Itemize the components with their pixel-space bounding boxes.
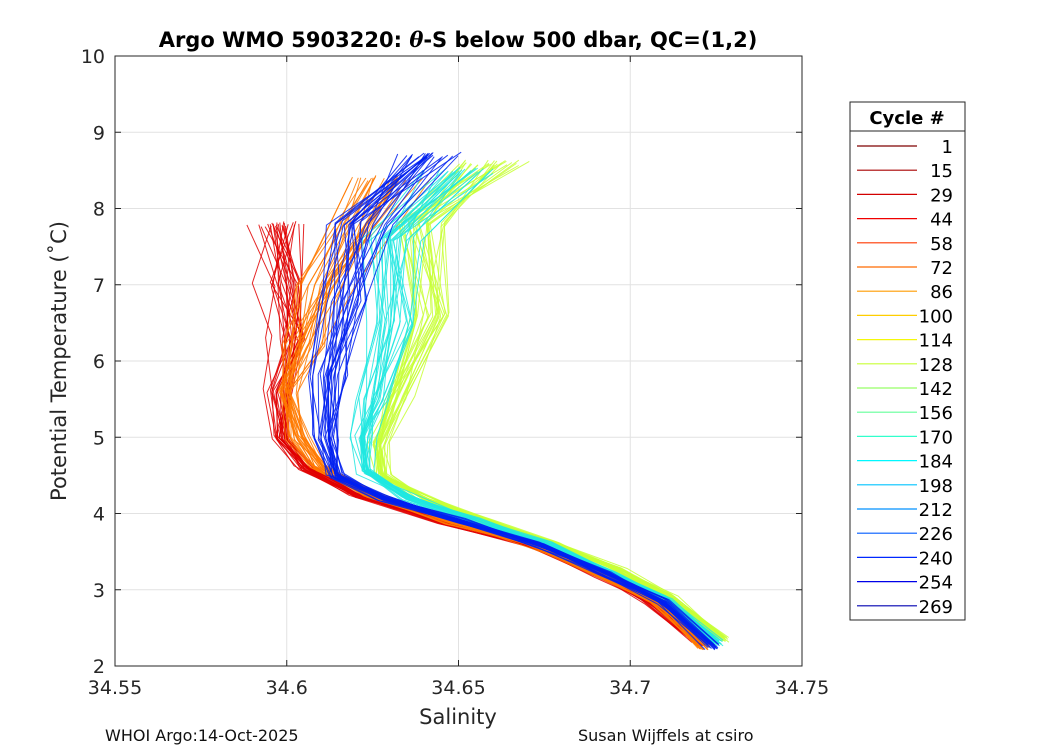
legend-label: 184 xyxy=(919,452,953,473)
legend-label: 198 xyxy=(919,476,953,497)
legend-label: 142 xyxy=(919,379,953,400)
legend-label: 128 xyxy=(919,355,953,376)
y-tick-label: 5 xyxy=(93,427,105,449)
legend-label: 100 xyxy=(919,306,953,327)
y-tick-label: 7 xyxy=(93,275,105,297)
legend-label: 44 xyxy=(930,210,953,231)
legend-label: 240 xyxy=(919,548,953,569)
legend-label: 1 xyxy=(942,137,953,158)
y-tick-label: 9 xyxy=(93,122,105,144)
x-tick-label: 34.75 xyxy=(775,677,829,699)
title-suffix: -S below 500 dbar, QC=(1,2) xyxy=(423,28,757,52)
chart-title: Argo WMO 5903220: θ-S below 500 dbar, QC… xyxy=(159,27,758,52)
legend-label: 212 xyxy=(919,500,953,521)
profile-lines xyxy=(246,151,730,651)
x-tick-label: 34.7 xyxy=(609,677,651,699)
y-tick-label: 6 xyxy=(93,351,105,373)
profile-line xyxy=(385,162,724,639)
profile-line xyxy=(378,164,726,640)
y-tick-label: 8 xyxy=(93,199,105,221)
y-tick-label: 3 xyxy=(93,580,105,602)
legend-label: 15 xyxy=(930,161,953,182)
axis-ticks: 34.55 34.6 34.65 34.7 34.75 2 3 4 5 6 7 8 9 10 xyxy=(81,46,829,699)
x-tick-label: 34.55 xyxy=(88,677,142,699)
legend-label: 72 xyxy=(930,258,953,279)
profile-line xyxy=(327,157,718,650)
profile-group xyxy=(366,159,730,643)
y-tick-label: 2 xyxy=(93,656,105,678)
legend-label: 226 xyxy=(919,524,953,545)
legend-label: 156 xyxy=(919,403,953,424)
legend-label: 29 xyxy=(930,185,953,206)
legend-label: 86 xyxy=(930,282,953,303)
legend-label: 114 xyxy=(919,331,953,352)
x-axis-label: Salinity xyxy=(419,705,497,729)
legend-entries: 1 15 29 44 58 72 86 100 114 128 142 156 170 184 198 212… xyxy=(857,137,953,618)
x-tick-label: 34.65 xyxy=(431,677,485,699)
profile-line xyxy=(381,163,719,643)
y-tick-label: 10 xyxy=(81,46,105,68)
profile-group xyxy=(307,151,720,651)
y-tick-label: 4 xyxy=(93,504,105,526)
footer-right: Susan Wijffels at csiro xyxy=(578,726,754,745)
title-theta: θ xyxy=(409,27,423,52)
title-prefix: Argo WMO 5903220: xyxy=(159,28,410,52)
legend: Cycle # 11529445872861001141281421561701… xyxy=(849,101,966,621)
legend-title: Cycle # xyxy=(869,108,944,129)
profile-line xyxy=(312,154,709,646)
y-axis-label: Potential Temperature (˚C) xyxy=(47,221,71,501)
footer-left: WHOI Argo:14-Oct-2025 xyxy=(105,726,299,745)
legend-label: 170 xyxy=(919,427,953,448)
profile-line xyxy=(329,156,709,645)
x-tick-label: 34.6 xyxy=(266,677,308,699)
legend-label: 269 xyxy=(919,597,953,618)
legend-label: 58 xyxy=(930,234,953,255)
legend-label: 254 xyxy=(919,573,953,594)
profile-line xyxy=(360,167,718,644)
